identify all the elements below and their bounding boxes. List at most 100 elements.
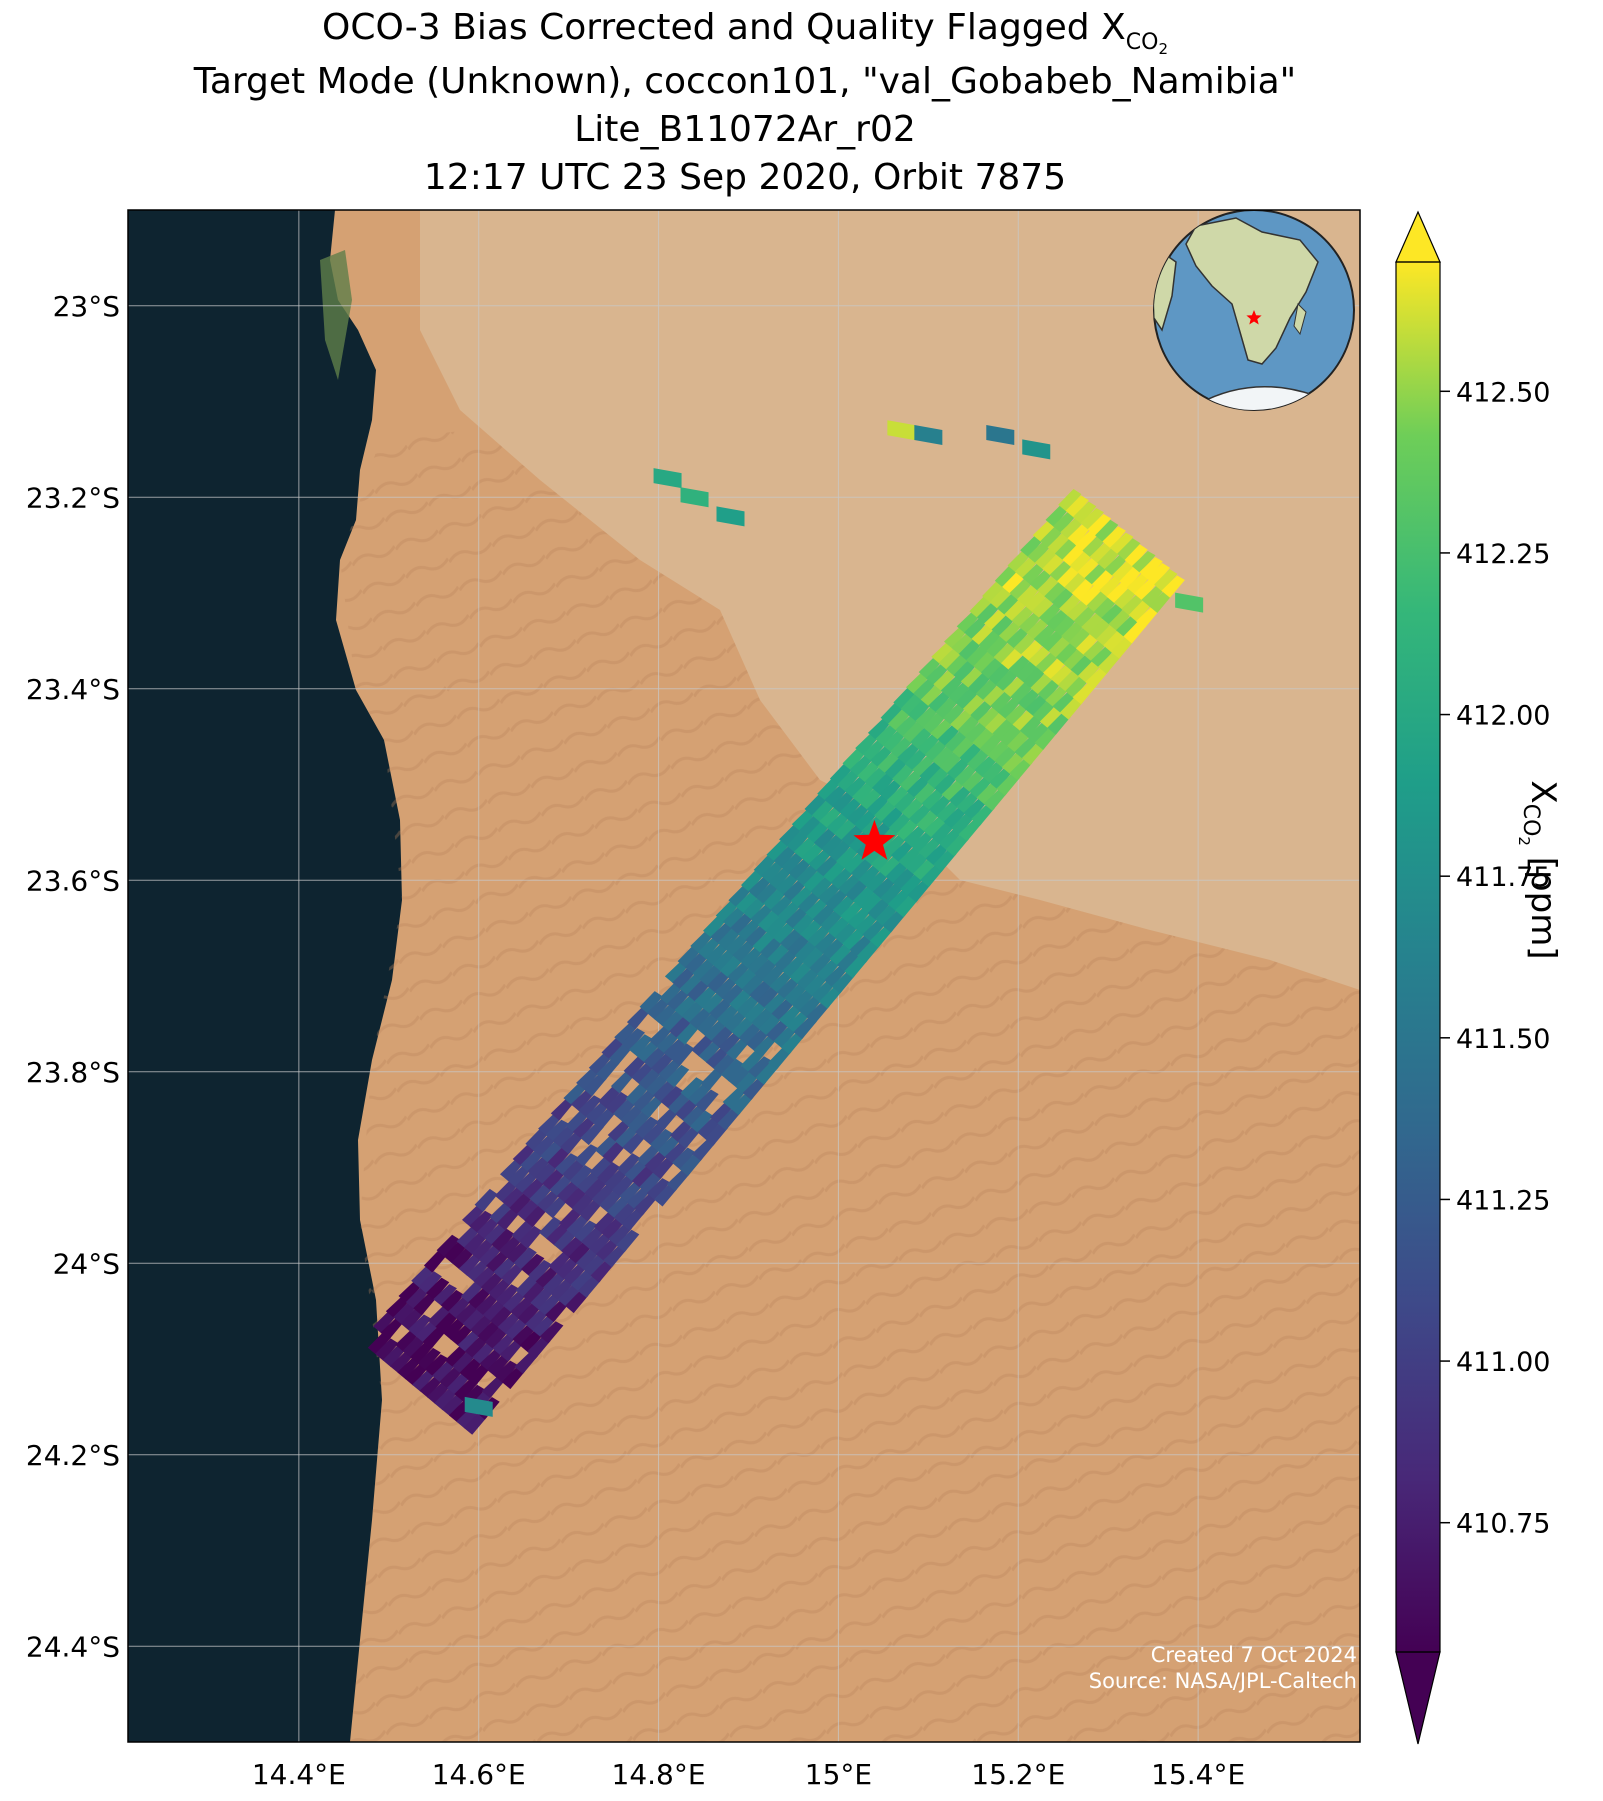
xco2-sounding-cell: [405, 1286, 430, 1310]
xco2-sounding-cell: [804, 973, 828, 997]
xco2-sounding-cell: [1044, 580, 1068, 604]
xco2-sounding-cell: [846, 803, 871, 826]
xco2-sounding-cell: [768, 866, 792, 890]
xco2-sounding-cell: [710, 1101, 734, 1125]
xco2-sounding-cell: [896, 818, 920, 841]
xco2-sounding-cell: [784, 982, 808, 1006]
xco2-sounding-cell: [397, 1357, 421, 1380]
xco2-sounding-cell: [466, 1259, 490, 1282]
xco2-sounding-cell: [442, 1317, 467, 1340]
xco2-sounding-cell: [568, 1241, 592, 1265]
xco2-sounding-cell: [991, 614, 1015, 637]
xco2-sounding-cell: [614, 1022, 638, 1045]
xco2-sounding-cell: [588, 1232, 612, 1256]
colorbar-label-subscript: CO2: [1515, 804, 1543, 846]
xco2-sounding-cell: [764, 992, 788, 1015]
xco2-sounding-cell: [505, 1317, 529, 1341]
xco2-sounding-cell: [826, 812, 851, 835]
xco2-sounding-cell: [667, 1092, 691, 1115]
xco2-sounding-cell: [925, 843, 950, 866]
xco2-sounding-cell: [681, 1000, 705, 1024]
xco2-sounding-cell: [923, 815, 948, 839]
xco2-sounding-cell: [446, 1372, 471, 1395]
xco2-sounding-cell: [1054, 537, 1079, 561]
xco2-sounding-cell: [1057, 565, 1081, 589]
xco2-sounding-cell: [800, 918, 824, 942]
xco2-sounding-cell: [707, 970, 731, 993]
xco2-sounding-cell: [900, 873, 924, 896]
xco2-sounding-cell: [767, 943, 791, 966]
xco2-sounding-cell: [500, 1159, 524, 1182]
xco2-sounding-cell: [554, 1153, 579, 1176]
xco2-sounding-cell: [631, 1062, 655, 1085]
xco2-sounding-cell: [926, 663, 950, 686]
xco2-sounding-cell: [749, 979, 773, 1003]
xco2-sounding-cell: [557, 1284, 581, 1307]
xco2-sounding-cell: [971, 623, 995, 646]
xco2-sounding-cell: [538, 1216, 563, 1240]
xco2-sounding-cell: [451, 1247, 475, 1270]
xco2-sounding-cell: [663, 1037, 688, 1060]
xco2-sounding-cell: [1077, 556, 1101, 580]
xco2-sounding-cell: [862, 919, 886, 942]
xco2-sounding-cell: [613, 1201, 638, 1225]
title-line-3: Lite_B11072Ar_r02: [574, 109, 916, 150]
xco2-sounding-cell: [542, 1168, 566, 1191]
xco2-sounding-cell: [949, 785, 973, 808]
xco2-sounding-cell: [697, 937, 722, 960]
xco2-sounding-cell: [1148, 590, 1173, 613]
xco2-sounding-cell: [933, 849, 957, 872]
xco2-sounding-cell: [773, 845, 798, 868]
xco2-sounding-cell: [964, 617, 988, 640]
xco2-sounding-cell: [941, 779, 966, 802]
xco2-sounding-cell: [772, 921, 797, 945]
xco2-sounding-cell: [836, 949, 861, 973]
xco2-sounding-cell: [1106, 581, 1131, 604]
xco2-sounding-cell: [493, 1256, 518, 1280]
xco2-sounding-cell: [527, 1336, 551, 1359]
title-line-1: OCO-3 Bias Corrected and Quality Flagged…: [110, 4, 1380, 58]
lat-tick-label: 23.2°S: [26, 481, 120, 514]
xco2-sounding-cell: [502, 1186, 526, 1209]
xco2-sounding-cell: [906, 672, 930, 695]
xco2-sounding-cell: [639, 1171, 663, 1195]
xco2-sounding-cell: [408, 1314, 432, 1337]
xco2-sounding-cell: [798, 995, 823, 1018]
xco2-sounding-cell: [1085, 666, 1109, 690]
xco2-sounding-cell: [887, 888, 912, 912]
xco2-sounding-cell: [730, 912, 754, 935]
xco2-sounding-cell: [580, 1122, 604, 1146]
xco2-sounding-cell: [476, 1216, 501, 1240]
xco2-sounding-cell: [916, 809, 940, 832]
xco2-sounding-cell: [1104, 554, 1129, 577]
xco2-sounding-cell: [951, 632, 975, 655]
xco2-sounding-cell: [1047, 712, 1071, 735]
xco2-sounding-cell: [750, 903, 775, 926]
xco2-sounding-cell: [1089, 541, 1114, 564]
xco2-sounding-cell: [854, 913, 879, 936]
xco2-sounding-cell: [755, 1061, 779, 1085]
xco2-sounding-cell: [912, 754, 936, 777]
xco2-sounding-cell: [1034, 727, 1058, 750]
xco2-sounding-cell: [584, 1177, 608, 1201]
xco2-sounding-cell: [373, 1311, 397, 1334]
xco2-sounding-cell: [577, 1275, 602, 1298]
xco2-sounding-cell: [993, 641, 1017, 665]
xco2-sounding-cell: [1005, 703, 1029, 726]
xco2-sounding-cell: [852, 781, 876, 805]
xco2-sounding-cell: [660, 1086, 684, 1109]
xco2-sounding-cell: [1037, 678, 1062, 702]
xco2-sounding-cell: [512, 1324, 536, 1347]
xco2-sounding-cell: [432, 1360, 456, 1383]
xco2-sounding-cell: [783, 879, 807, 902]
xco2-sounding-cell: [664, 961, 689, 984]
xco2-sounding-cell: [756, 985, 780, 1009]
xco2-sounding-cell: [1009, 758, 1033, 781]
xco2-sounding-cell: [997, 697, 1022, 720]
xco2-sounding-cell: [546, 1223, 570, 1246]
xco2-sounding-cell: [996, 773, 1020, 796]
xco2-sounding-cell: [589, 1156, 613, 1179]
xco2-sounding-cell: [621, 1028, 645, 1051]
xco2-sounding-cell: [1052, 691, 1077, 714]
xco2-sounding-cell: [1008, 654, 1032, 677]
